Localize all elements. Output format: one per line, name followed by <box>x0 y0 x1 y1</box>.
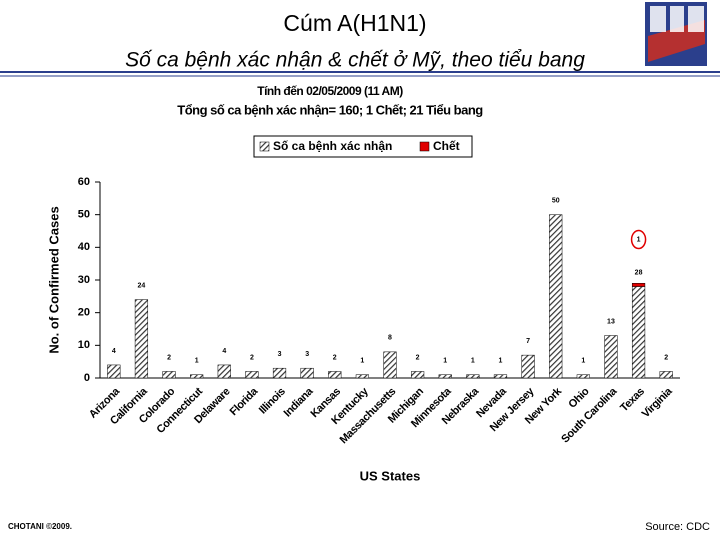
data-label: 1 <box>195 358 199 365</box>
y-axis-label: No. of Confirmed Cases <box>46 206 61 353</box>
data-label: 4 <box>112 348 116 355</box>
subtitle: Số ca bệnh xác nhận & chết ở Mỹ, theo ti… <box>125 49 585 72</box>
y-tick-label: 40 <box>78 241 90 253</box>
summary: Tổng số ca bệnh xác nhận= 160; 1 Chết; 2… <box>177 102 483 117</box>
title: Cúm A(H1N1) <box>283 10 426 36</box>
data-label: 1 <box>471 358 475 365</box>
y-tick-label: 0 <box>84 372 90 384</box>
legend-box <box>253 135 473 158</box>
data-label: 2 <box>416 354 420 361</box>
data-label: 1 <box>581 358 585 365</box>
bar <box>493 374 508 379</box>
bar <box>162 371 176 379</box>
bar <box>549 214 563 379</box>
data-label: 3 <box>278 351 282 358</box>
data-label: 1 <box>443 358 447 365</box>
data-label: 4 <box>222 348 226 355</box>
bar <box>438 374 452 379</box>
data-label: 3 <box>305 351 309 358</box>
data-label: 2 <box>167 354 171 361</box>
bar <box>272 367 287 379</box>
footer-right: Source: CDC <box>645 521 710 533</box>
y-tick-label: 20 <box>78 307 90 319</box>
data-label: 8 <box>388 335 392 342</box>
data-label: 13 <box>607 318 615 325</box>
death-bar <box>631 283 646 287</box>
footer-left: CHOTANI ©2009. <box>8 522 72 531</box>
bar <box>521 354 535 379</box>
data-label: 2 <box>250 354 254 361</box>
legend-label: Số ca bệnh xác nhận <box>273 139 392 153</box>
data-label: 24 <box>138 282 146 289</box>
bar <box>300 367 314 379</box>
data-label: 2 <box>333 354 337 361</box>
y-tick-label: 10 <box>78 339 90 351</box>
bar <box>107 364 121 379</box>
legend-swatch <box>259 141 270 152</box>
bar <box>466 374 480 379</box>
bar <box>190 374 204 379</box>
data-label: 50 <box>552 198 560 205</box>
logo <box>645 2 707 66</box>
legend-swatch <box>419 141 430 152</box>
death-label: 1 <box>637 236 641 243</box>
bar <box>355 374 369 379</box>
data-label: 2 <box>664 354 668 361</box>
y-tick-label: 50 <box>78 209 90 221</box>
bar <box>134 299 149 379</box>
bar <box>328 371 342 379</box>
data-label: 7 <box>526 338 530 345</box>
bar <box>659 371 673 379</box>
x-axis-label: US States <box>360 468 421 483</box>
date-note: Tính đến 02/05/2009 (11 AM) <box>257 84 403 98</box>
bar <box>631 286 646 379</box>
data-label: 1 <box>360 358 364 365</box>
bar <box>411 371 425 379</box>
bar <box>604 335 618 379</box>
x-tick-label: Florida <box>228 385 261 418</box>
x-tick-label: Virginia <box>640 385 676 421</box>
data-label: 28 <box>635 269 643 276</box>
data-label: 1 <box>499 358 503 365</box>
y-tick-label: 30 <box>78 274 90 286</box>
y-tick-label: 60 <box>78 176 90 188</box>
bar <box>245 371 259 379</box>
bar <box>576 374 590 379</box>
bar <box>217 364 231 379</box>
annotation-circle <box>630 229 647 250</box>
bar <box>383 351 397 379</box>
legend-label: Chết <box>433 139 460 153</box>
